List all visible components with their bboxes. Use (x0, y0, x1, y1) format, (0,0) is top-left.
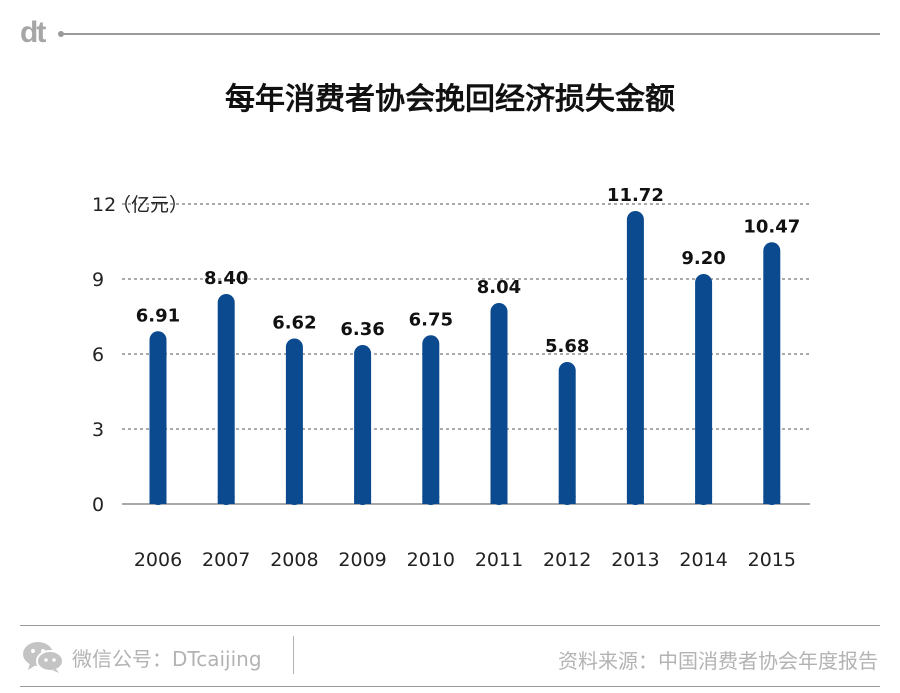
bar-base-2009 (354, 495, 372, 504)
y-tick-label: 6 (92, 344, 104, 366)
bar-2012 (558, 362, 576, 505)
bar-base-2007 (217, 495, 235, 504)
footer-separator (293, 636, 294, 674)
bar-base-2014 (695, 495, 713, 504)
x-tick-label: 2015 (748, 549, 796, 571)
bar-2013 (626, 211, 644, 505)
data-label: 8.40 (204, 268, 248, 289)
footer-wechat: 微信公号：DTcaijing (22, 640, 262, 674)
data-label: 11.72 (607, 185, 664, 206)
wechat-icon (23, 642, 64, 673)
x-tick-label: 2007 (202, 549, 250, 571)
bar-base-2010 (422, 495, 440, 504)
y-tick-label: 3 (92, 419, 104, 441)
bar-base-2012 (558, 495, 576, 504)
footer-bottom-divider (20, 686, 880, 687)
data-source-label: 资料来源：中国消费者协会年度报告 (558, 649, 878, 673)
header-dot (58, 31, 64, 37)
footer-top-divider (20, 625, 880, 626)
x-tick-label: 2009 (338, 549, 386, 571)
bar-2007 (217, 294, 235, 505)
data-label: 9.20 (681, 248, 725, 269)
bar-2006 (149, 331, 167, 505)
data-label: 10.47 (743, 216, 800, 237)
bar-base-2006 (149, 495, 167, 504)
wechat-account-label: 微信公号：DTcaijing (72, 646, 262, 671)
data-label: 6.36 (340, 319, 384, 340)
x-tick-label: 2006 (134, 549, 182, 571)
x-tick-label: 2008 (270, 549, 318, 571)
x-tick-label: 2010 (407, 549, 455, 571)
bar-base-2011 (490, 495, 508, 504)
bar-2010 (422, 335, 440, 505)
bar-base-2008 (285, 495, 303, 504)
x-tick-label: 2013 (611, 549, 659, 571)
y-tick-label: 9 (92, 269, 104, 291)
chart-title: 每年消费者协会挽回经济损失金额 (225, 82, 675, 117)
bar-2014 (695, 274, 713, 505)
data-label: 8.04 (477, 277, 521, 298)
bar-base-2013 (626, 495, 644, 504)
x-tick-label: 2011 (475, 549, 523, 571)
bar-2008 (285, 338, 303, 505)
header-divider (62, 33, 880, 35)
bar-base-2015 (763, 495, 781, 504)
bar-2009 (354, 345, 372, 505)
y-axis-unit-label: （亿元） (112, 194, 188, 216)
data-label: 5.68 (545, 336, 589, 357)
bar-2015 (763, 242, 781, 505)
x-tick-label: 2014 (679, 549, 727, 571)
y-tick-label: 12 (92, 194, 116, 216)
dt-logo: dt (20, 16, 46, 49)
bar-2011 (490, 303, 508, 505)
data-label: 6.91 (136, 305, 180, 326)
data-label: 6.75 (409, 309, 453, 330)
x-tick-label: 2012 (543, 549, 591, 571)
y-tick-label: 0 (92, 494, 104, 516)
data-label: 6.62 (272, 313, 316, 334)
